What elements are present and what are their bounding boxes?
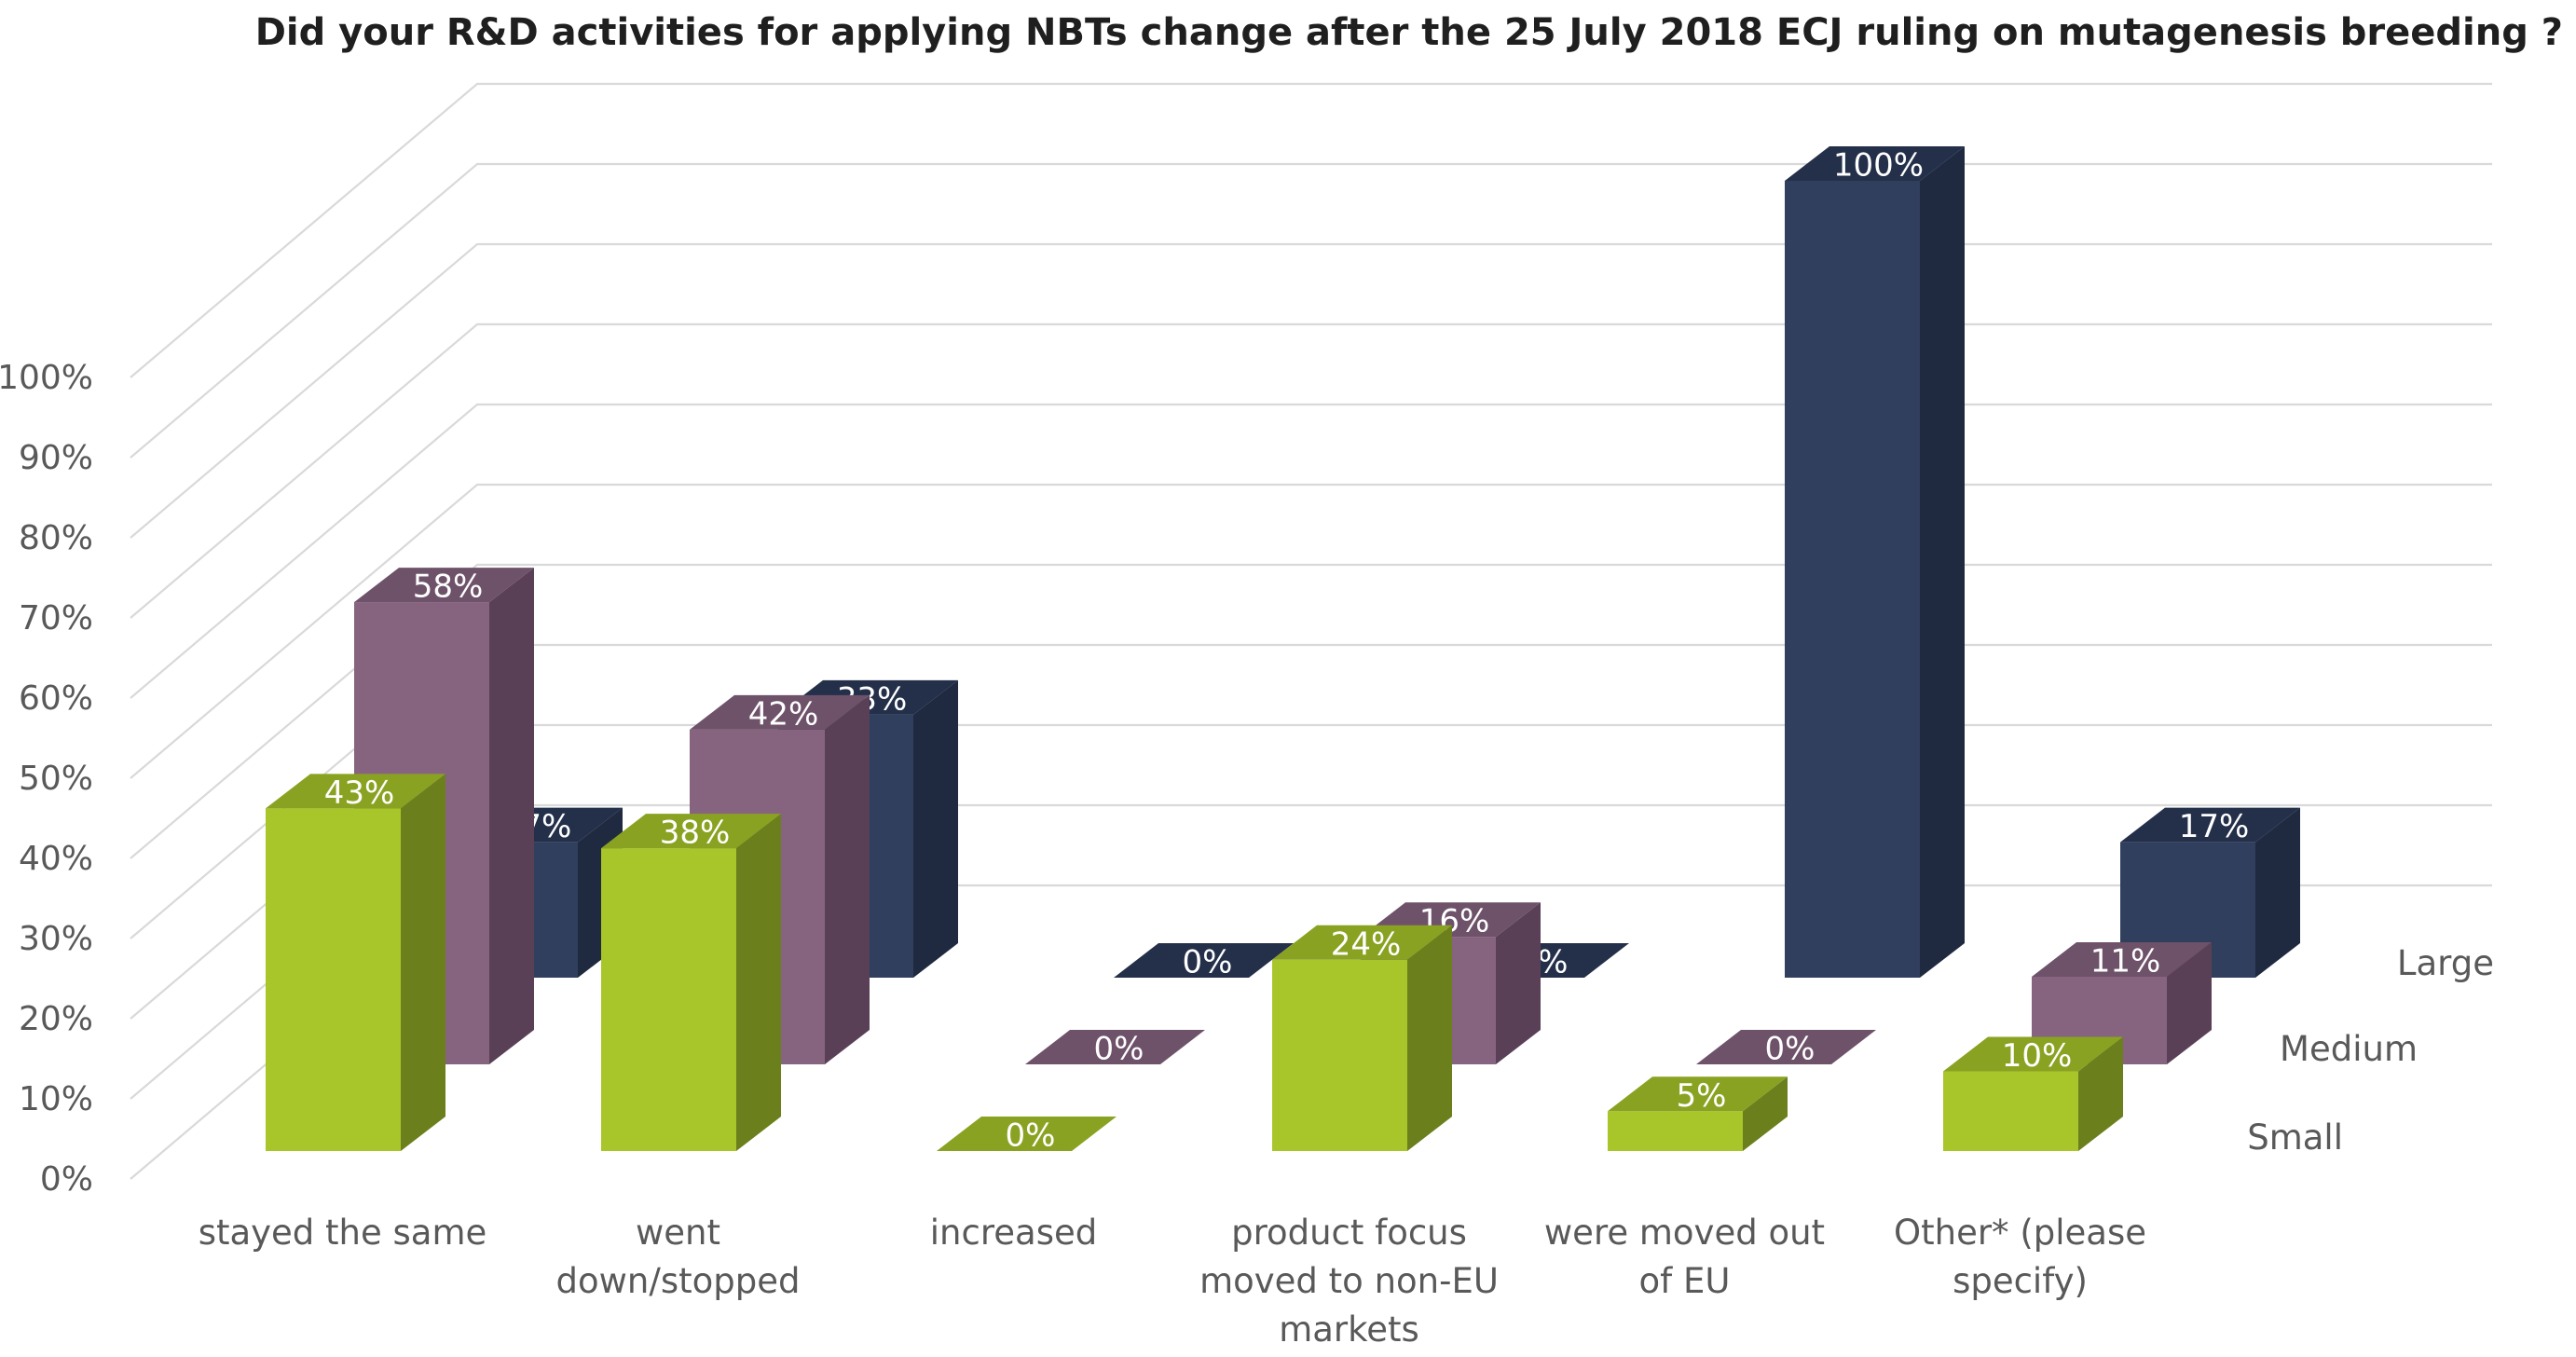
data-label: 5% — [1677, 1077, 1727, 1115]
data-label: 38% — [660, 815, 731, 852]
bar-small: 43% — [266, 774, 445, 1151]
bar-small: 24% — [1272, 925, 1452, 1151]
bar-front — [1785, 181, 1920, 978]
bar-side — [1407, 925, 1452, 1151]
bar-top — [2032, 941, 2212, 977]
bar-front — [1943, 1071, 2078, 1151]
data-label: 100% — [1833, 147, 1924, 185]
bar-top — [354, 568, 534, 603]
depth-axis: Small Medium Large — [2247, 943, 2494, 1158]
y-tick-label: 90% — [19, 439, 93, 477]
data-label: 0% — [1183, 944, 1233, 981]
category-label: product focus moved to non-EU markets — [1199, 1213, 1499, 1350]
bar-side — [825, 694, 870, 1064]
category-label: Other* (please specify) — [1894, 1213, 2146, 1301]
bar-top — [1114, 943, 1294, 978]
bar-side — [1920, 146, 1965, 978]
bar-side — [1743, 1076, 1788, 1151]
bar-side — [401, 774, 445, 1151]
bar-top — [1785, 146, 1965, 181]
bar-top — [1608, 1076, 1788, 1112]
data-label: 42% — [748, 695, 819, 733]
bar-top — [266, 774, 445, 809]
y-tick-label: 70% — [19, 599, 93, 637]
y-axis: 0% 10% 20% 30% 40% 50% 60% 70% 80% 90% 100% — [0, 359, 93, 1199]
y-tick-label: 40% — [19, 840, 93, 878]
series-label-small: Small — [2247, 1117, 2343, 1158]
bar-large: 100% — [1785, 146, 1965, 978]
y-tick-label: 60% — [19, 679, 93, 718]
bar-small: 0% — [937, 1117, 1117, 1155]
data-label: 0% — [1006, 1117, 1056, 1155]
y-tick-label: 100% — [0, 359, 93, 397]
series-label-medium: Medium — [2280, 1029, 2418, 1069]
y-tick-label: 30% — [19, 920, 93, 958]
data-label: 17% — [2179, 808, 2250, 845]
bar-side — [2167, 941, 2212, 1064]
category-label: stayed the same — [199, 1213, 487, 1253]
bar-top — [2120, 807, 2300, 843]
bar-medium: 0% — [1696, 1030, 1876, 1068]
series-label-large: Large — [2397, 943, 2494, 983]
y-tick-label: 0% — [40, 1160, 93, 1199]
data-label: 43% — [324, 774, 395, 812]
chart-title: Did your R&D activities for applying NBT… — [255, 11, 2563, 54]
bar-side — [2255, 807, 2300, 978]
bar-front — [601, 848, 736, 1151]
y-tick-label: 80% — [19, 519, 93, 557]
gridline — [130, 162, 2492, 459]
bar-top — [1025, 1030, 1205, 1064]
bar-top — [1696, 1030, 1876, 1064]
data-label: 58% — [413, 569, 484, 606]
x-axis: stayed the same went down/stopped increased… — [199, 1213, 2146, 1350]
bar-side — [913, 679, 958, 978]
category-label: went down/stopped — [556, 1213, 801, 1301]
bar-side — [2078, 1036, 2123, 1151]
y-tick-label: 20% — [19, 1000, 93, 1038]
bar-side — [489, 568, 534, 1064]
bar-small: 5% — [1608, 1076, 1788, 1151]
category-label: were moved out of EU — [1544, 1213, 1825, 1301]
bar-front — [266, 808, 401, 1151]
bar-large: 0% — [1114, 943, 1294, 981]
data-label: 0% — [1765, 1031, 1816, 1068]
gridline — [130, 82, 2492, 378]
bar-front — [1608, 1111, 1743, 1151]
category-label: increased — [930, 1213, 1097, 1253]
bar-top — [937, 1117, 1117, 1151]
data-label: 24% — [1331, 925, 1402, 963]
bar-side — [1496, 902, 1541, 1064]
data-label: 11% — [2090, 942, 2161, 980]
y-tick-label: 10% — [19, 1080, 93, 1118]
data-label: 10% — [2002, 1037, 2073, 1075]
bar-top — [1943, 1036, 2123, 1072]
bar-top — [690, 694, 870, 730]
bar-front — [1272, 959, 1407, 1151]
y-tick-label: 50% — [19, 760, 93, 798]
bar-side — [736, 814, 781, 1151]
gridline — [130, 242, 2492, 539]
bar-top — [1272, 925, 1452, 960]
bar-top — [601, 814, 781, 849]
bar-small: 10% — [1943, 1036, 2123, 1151]
bar-small: 38% — [601, 814, 781, 1151]
bar-layer: 17%33%0% 0%100%17%58%42%0%16%0%11%43%38%0… — [266, 146, 2300, 1155]
data-label: 0% — [1094, 1031, 1144, 1068]
bar-medium: 0% — [1025, 1030, 1205, 1068]
